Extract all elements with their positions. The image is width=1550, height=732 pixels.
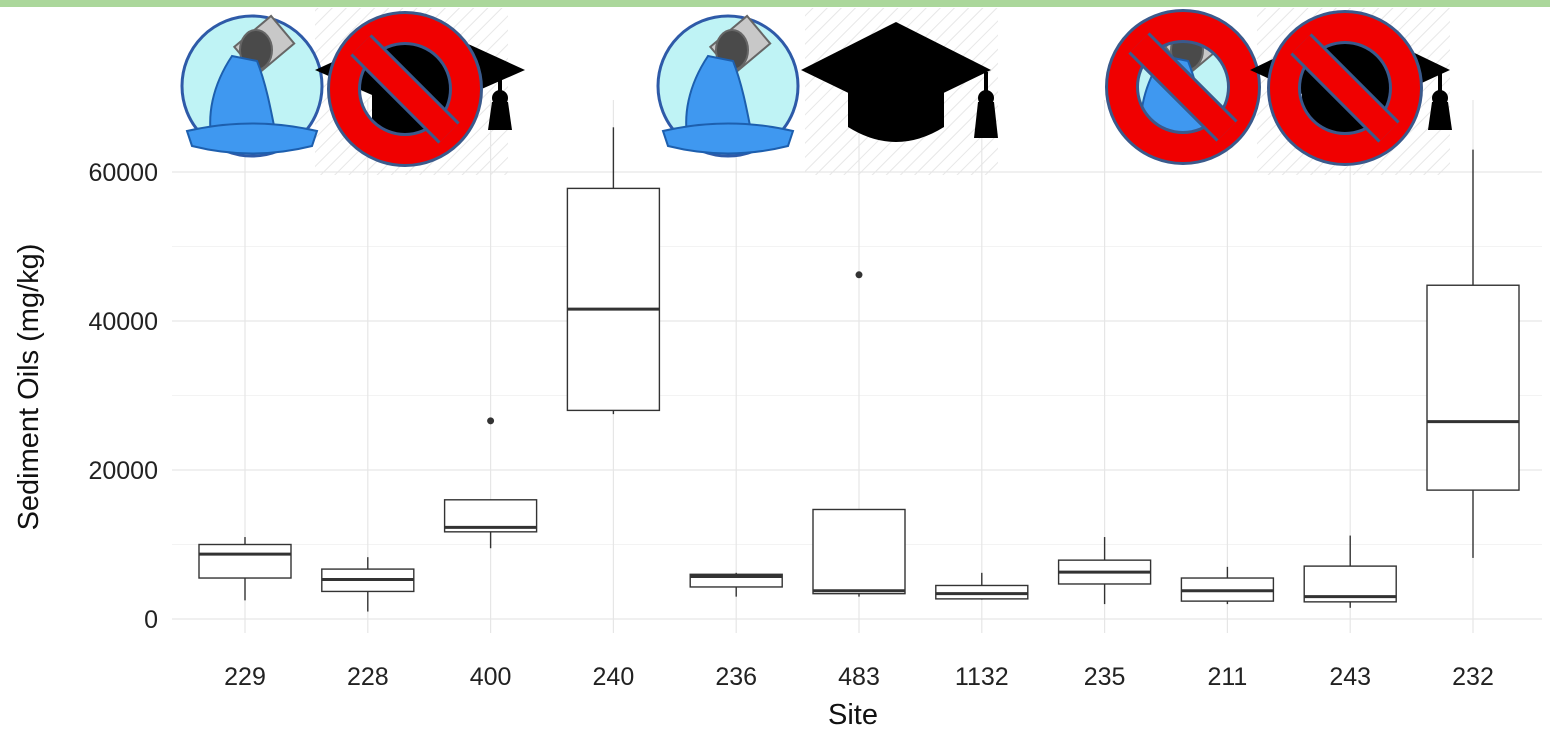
x-tick-label: 236 [715, 663, 757, 691]
icon-group-3 [1105, 9, 1452, 166]
prohibited-sign-icon [1105, 9, 1261, 165]
icon-group-1 [180, 11, 525, 167]
box-232 [1426, 149, 1520, 558]
x-tick-label: 1132 [955, 663, 1009, 691]
boxes [198, 127, 1520, 612]
x-tick-label: 400 [470, 663, 512, 691]
box-243 [1303, 535, 1397, 608]
x-axis: 229 228 400 240 236 483 1132 235 211 243 232 [224, 663, 1494, 691]
box-240 [566, 127, 661, 415]
box-rect [1426, 284, 1520, 491]
x-tick-label: 240 [593, 663, 635, 691]
box-400 [443, 417, 538, 549]
x-tick-label: 228 [347, 663, 389, 691]
x-tick-label: 229 [224, 663, 266, 691]
x-tick-label: 211 [1207, 663, 1247, 691]
x-tick-label: 235 [1084, 663, 1126, 691]
y-axis: 0 20000 40000 60000 [88, 159, 158, 634]
box-228 [321, 557, 415, 612]
box-229 [198, 537, 292, 601]
y-tick-label: 20000 [88, 457, 158, 485]
box-1132 [935, 572, 1029, 600]
y-tick-label: 60000 [88, 159, 158, 187]
water-outfall-icon [180, 14, 324, 158]
x-axis-title: Site [828, 699, 878, 731]
box-rect [198, 543, 292, 579]
y-tick-label: 40000 [88, 308, 158, 336]
x-tick-label: 483 [838, 663, 880, 691]
box-211 [1180, 566, 1275, 605]
x-tick-label: 232 [1452, 663, 1494, 691]
box-483 [812, 271, 906, 597]
prohibited-sign-icon [327, 11, 483, 167]
box-235 [1057, 537, 1152, 605]
top-strip [0, 0, 1550, 7]
box-236 [689, 572, 783, 597]
box-rect [812, 508, 906, 595]
outlier-point [487, 417, 495, 425]
graduation-cap-icon [801, 22, 998, 142]
x-tick-label: 243 [1329, 663, 1371, 691]
prohibited-sign-icon [1267, 10, 1423, 166]
y-axis-title: Sediment Oils (mg/kg) [13, 244, 45, 531]
box-rect [566, 187, 661, 412]
grid-lines [172, 100, 1542, 633]
y-tick-label: 0 [144, 606, 158, 634]
icon-group-2 [656, 14, 998, 158]
outlier-point [855, 271, 863, 279]
water-outfall-icon [656, 14, 800, 158]
